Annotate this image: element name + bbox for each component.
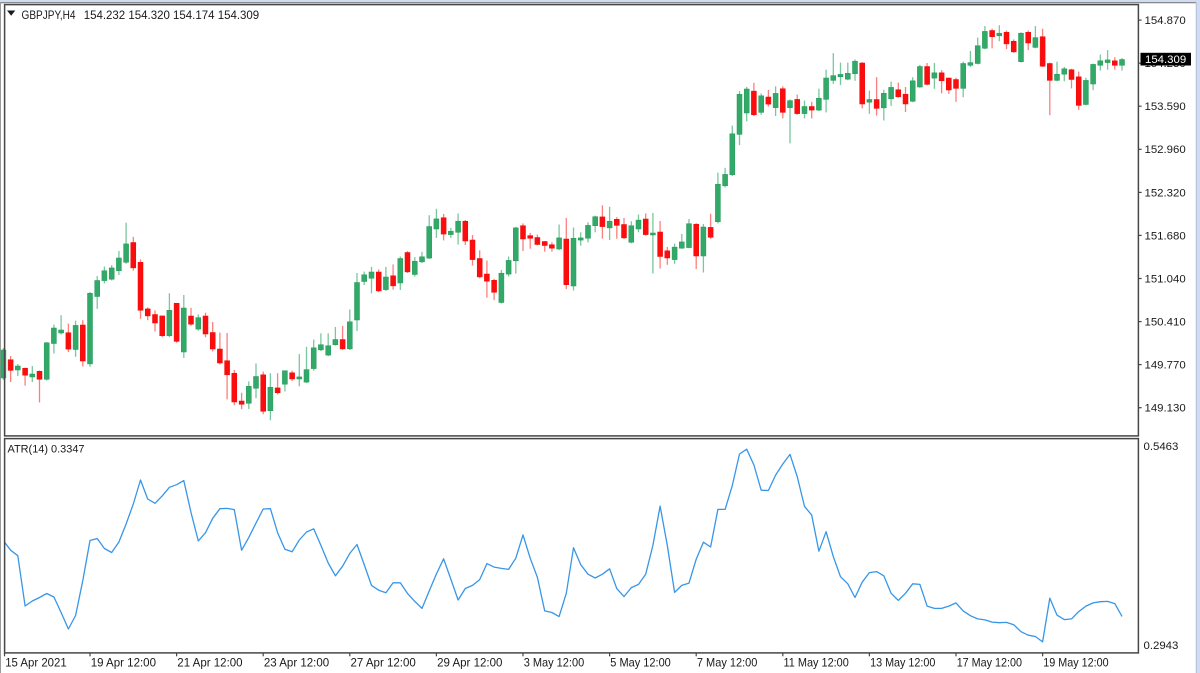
svg-text:11 May 12:00: 11 May 12:00 xyxy=(784,656,850,669)
svg-text:19 Apr 12:00: 19 Apr 12:00 xyxy=(91,656,157,669)
svg-text:149.130: 149.130 xyxy=(1145,403,1186,415)
svg-text:7 May 12:00: 7 May 12:00 xyxy=(697,656,758,669)
svg-text:151.680: 151.680 xyxy=(1145,230,1186,242)
svg-text:149.770: 149.770 xyxy=(1145,360,1186,372)
svg-text:15 Apr 2021: 15 Apr 2021 xyxy=(5,656,66,669)
svg-text:154.232 154.320 154.174 154.30: 154.232 154.320 154.174 154.309 xyxy=(84,9,260,22)
svg-text:GBPJPY,H4: GBPJPY,H4 xyxy=(22,9,76,22)
svg-text:152.960: 152.960 xyxy=(1145,144,1186,156)
svg-text:150.410: 150.410 xyxy=(1145,317,1186,329)
svg-text:154.309: 154.309 xyxy=(1145,54,1186,66)
svg-text:5 May 12:00: 5 May 12:00 xyxy=(610,656,671,669)
svg-text:21 Apr 12:00: 21 Apr 12:00 xyxy=(177,656,243,669)
svg-text:29 Apr 12:00: 29 Apr 12:00 xyxy=(437,656,503,669)
svg-text:0.5463: 0.5463 xyxy=(1144,441,1179,453)
svg-text:152.320: 152.320 xyxy=(1145,187,1186,199)
svg-text:13 May 12:00: 13 May 12:00 xyxy=(870,656,936,669)
svg-text:27 Apr 12:00: 27 Apr 12:00 xyxy=(351,656,417,669)
svg-text:151.040: 151.040 xyxy=(1145,273,1186,285)
svg-text:3 May 12:00: 3 May 12:00 xyxy=(524,656,585,669)
svg-text:19 May 12:00: 19 May 12:00 xyxy=(1043,656,1109,669)
svg-text:153.590: 153.590 xyxy=(1145,101,1186,113)
svg-text:0.2943: 0.2943 xyxy=(1144,640,1179,652)
svg-text:154.870: 154.870 xyxy=(1145,15,1186,27)
svg-text:ATR(14) 0.3347: ATR(14) 0.3347 xyxy=(8,444,85,456)
svg-text:17 May 12:00: 17 May 12:00 xyxy=(957,656,1023,669)
svg-text:23 Apr 12:00: 23 Apr 12:00 xyxy=(264,656,330,669)
